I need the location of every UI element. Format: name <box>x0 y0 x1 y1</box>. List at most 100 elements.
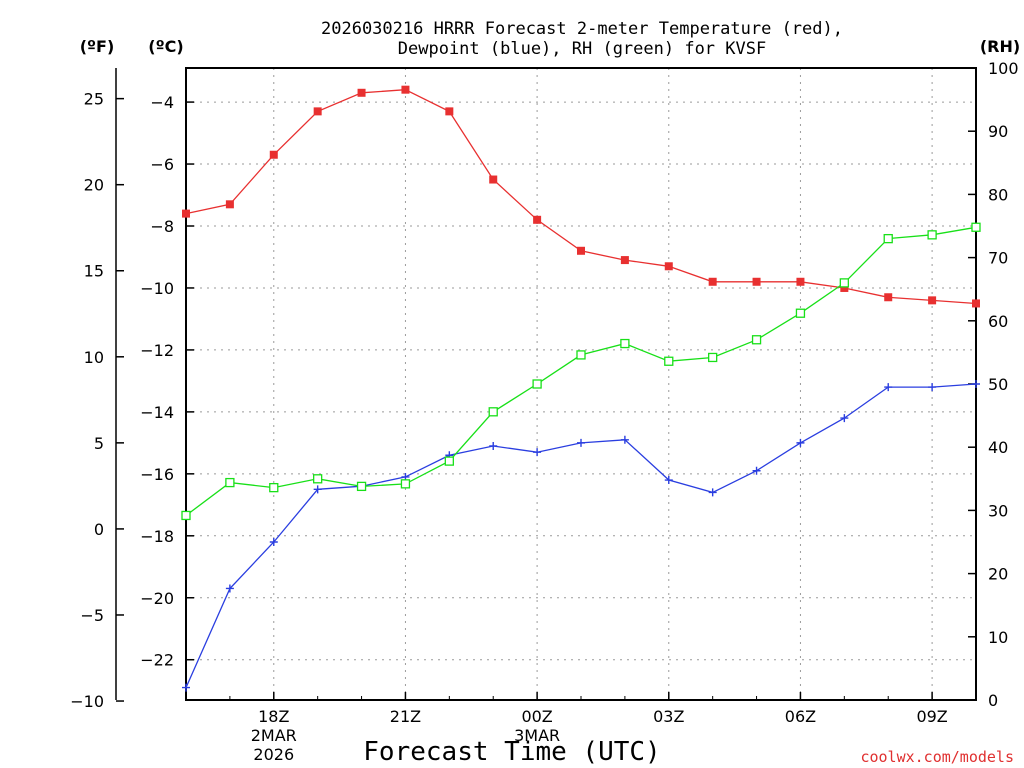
dewpoint-point <box>796 438 805 447</box>
rh-point <box>620 338 630 349</box>
dewpoint-point <box>489 441 498 450</box>
x-tick-label: 21Z <box>390 707 421 726</box>
temperature-line <box>185 89 977 305</box>
grid-lines <box>186 68 976 700</box>
dewpoint-point <box>928 383 937 392</box>
credit-text: coolwx.com/models <box>860 748 1014 766</box>
rh-tick-label: 60 <box>988 312 1008 331</box>
celsius-tick-label: −12 <box>140 341 174 360</box>
dewpoint-point <box>972 380 980 388</box>
temperature-point <box>752 277 761 286</box>
rh-tick-label: 0 <box>988 691 998 710</box>
rh-point <box>444 456 454 466</box>
x-tick-label: 06Z <box>785 707 816 726</box>
fahrenheit-tick-label: 0 <box>94 520 104 539</box>
fahrenheit-tick-label: −10 <box>70 692 104 711</box>
celsius-tick-label: −8 <box>150 217 174 236</box>
celsius-tick-label: −4 <box>150 93 174 112</box>
fahrenheit-tick-label: 5 <box>94 434 104 453</box>
chart-title-line2: Dewpoint (blue), RH (green) for KVSF <box>398 39 766 59</box>
rh-point <box>532 379 542 389</box>
rh-point <box>795 308 806 318</box>
celsius-tick-label: −22 <box>140 651 174 670</box>
rh-tick-label: 70 <box>988 249 1008 268</box>
temperature-point <box>840 283 849 292</box>
rh-line <box>185 226 977 517</box>
rh-tick-label: 100 <box>988 59 1019 78</box>
temperature-point <box>664 262 673 271</box>
rh-point <box>708 352 718 363</box>
dewpoint-point <box>620 435 629 444</box>
celsius-unit-label: (ºC) <box>148 37 183 56</box>
celsius-tick-label: −14 <box>140 403 174 422</box>
dewpoint-line <box>185 383 977 688</box>
rh-tick-label: 80 <box>988 185 1008 204</box>
celsius-tick-label: −6 <box>150 155 174 174</box>
rh-point <box>839 278 849 288</box>
dewpoint-point <box>182 683 190 692</box>
fahrenheit-tick-label: 15 <box>84 262 104 281</box>
dewpoint-point <box>313 485 322 494</box>
temperature-point <box>445 107 454 116</box>
rh-point <box>181 510 191 521</box>
temperature-point <box>972 299 980 308</box>
temperature-point <box>401 85 410 94</box>
fahrenheit-tick-label: −5 <box>80 606 104 625</box>
rh-point <box>664 356 674 366</box>
dewpoint-point <box>225 584 234 593</box>
x-year-label: 2026 <box>253 745 294 764</box>
fahrenheit-tick-label: 10 <box>84 348 104 367</box>
dewpoint-point <box>840 414 849 423</box>
x-axis-title: Forecast Time (UTC) <box>363 737 660 767</box>
series-layer <box>181 85 981 692</box>
rh-point <box>313 474 323 484</box>
celsius-tick-label: −10 <box>140 279 174 298</box>
temperature-point <box>182 209 190 218</box>
rh-tick-label: 40 <box>988 438 1008 457</box>
dewpoint-point <box>752 466 761 475</box>
temperature-point <box>620 256 629 265</box>
fahrenheit-unit-label: (ºF) <box>80 37 115 56</box>
rh-tick-label: 90 <box>988 122 1008 141</box>
rh-tick-label: 30 <box>988 501 1008 520</box>
temperature-point <box>225 200 234 209</box>
rh-point <box>488 407 498 417</box>
x-tick-label: 18Z <box>258 707 289 726</box>
rh-unit-label: (RH) <box>980 37 1020 56</box>
x-tick-label: 03Z <box>653 707 684 726</box>
fahrenheit-tick-label: 20 <box>84 176 104 195</box>
temperature-point <box>489 175 498 184</box>
x-date-label: 3MAR <box>514 726 560 745</box>
rh-point <box>927 230 937 240</box>
rh-tick-label: 50 <box>988 375 1008 394</box>
rh-point <box>971 222 981 232</box>
rh-point <box>576 350 586 360</box>
rh-point <box>269 482 279 493</box>
x-tick-label: 00Z <box>521 707 552 726</box>
dewpoint-point <box>269 538 278 546</box>
x-date-label: 2MAR <box>251 726 297 745</box>
dewpoint-point <box>577 438 585 447</box>
temperature-point <box>577 246 585 255</box>
rh-tick-label: 10 <box>988 628 1008 647</box>
celsius-tick-label: −20 <box>140 589 174 608</box>
fahrenheit-tick-label: 25 <box>84 90 104 109</box>
rh-point <box>356 481 367 492</box>
celsius-tick-label: −16 <box>140 465 174 484</box>
rh-tick-label: 20 <box>988 565 1008 584</box>
dewpoint-point <box>708 488 717 497</box>
dewpoint-point <box>533 448 542 457</box>
temperature-point <box>928 296 937 305</box>
temperature-point <box>884 293 893 302</box>
temperature-point <box>357 88 366 97</box>
x-tick-label: 09Z <box>916 707 947 726</box>
celsius-tick-label: −18 <box>140 527 174 546</box>
dewpoint-point <box>884 383 893 392</box>
temperature-point <box>269 150 278 159</box>
temperature-point <box>708 277 717 286</box>
rh-point <box>400 479 411 489</box>
temperature-point <box>796 277 805 286</box>
temperature-point <box>533 215 542 224</box>
